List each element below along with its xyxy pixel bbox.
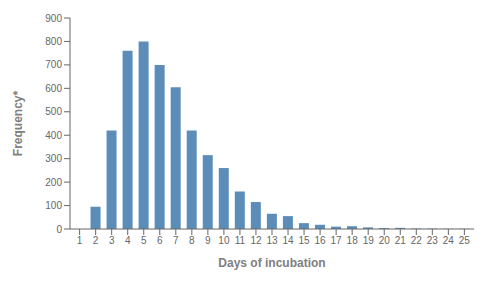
svg-text:18: 18 xyxy=(347,235,359,246)
svg-text:3: 3 xyxy=(109,235,115,246)
svg-text:900: 900 xyxy=(45,13,62,24)
svg-text:700: 700 xyxy=(45,59,62,70)
svg-text:15: 15 xyxy=(299,235,311,246)
svg-text:8: 8 xyxy=(189,235,195,246)
svg-text:19: 19 xyxy=(363,235,375,246)
svg-text:16: 16 xyxy=(315,235,327,246)
svg-text:Days of incubation: Days of incubation xyxy=(218,256,325,270)
svg-text:200: 200 xyxy=(45,177,62,188)
svg-text:14: 14 xyxy=(282,235,294,246)
svg-text:0: 0 xyxy=(56,224,62,235)
svg-text:12: 12 xyxy=(250,235,262,246)
svg-text:100: 100 xyxy=(45,200,62,211)
svg-text:11: 11 xyxy=(235,235,246,246)
svg-text:600: 600 xyxy=(45,83,62,94)
svg-text:24: 24 xyxy=(443,235,455,246)
svg-text:20: 20 xyxy=(379,235,391,246)
svg-text:800: 800 xyxy=(45,36,62,47)
svg-text:21: 21 xyxy=(395,235,407,246)
svg-text:6: 6 xyxy=(157,235,163,246)
svg-text:1: 1 xyxy=(77,235,83,246)
svg-text:4: 4 xyxy=(125,235,131,246)
svg-text:22: 22 xyxy=(411,235,423,246)
svg-text:13: 13 xyxy=(266,235,278,246)
svg-text:23: 23 xyxy=(427,235,439,246)
svg-text:400: 400 xyxy=(45,130,62,141)
svg-text:7: 7 xyxy=(173,235,179,246)
svg-text:9: 9 xyxy=(205,235,211,246)
svg-text:2: 2 xyxy=(93,235,99,246)
svg-text:25: 25 xyxy=(459,235,471,246)
svg-text:500: 500 xyxy=(45,106,62,117)
svg-text:5: 5 xyxy=(141,235,147,246)
svg-text:300: 300 xyxy=(45,153,62,164)
svg-text:Frequency*: Frequency* xyxy=(11,90,25,156)
svg-text:10: 10 xyxy=(218,235,230,246)
svg-text:17: 17 xyxy=(331,235,343,246)
